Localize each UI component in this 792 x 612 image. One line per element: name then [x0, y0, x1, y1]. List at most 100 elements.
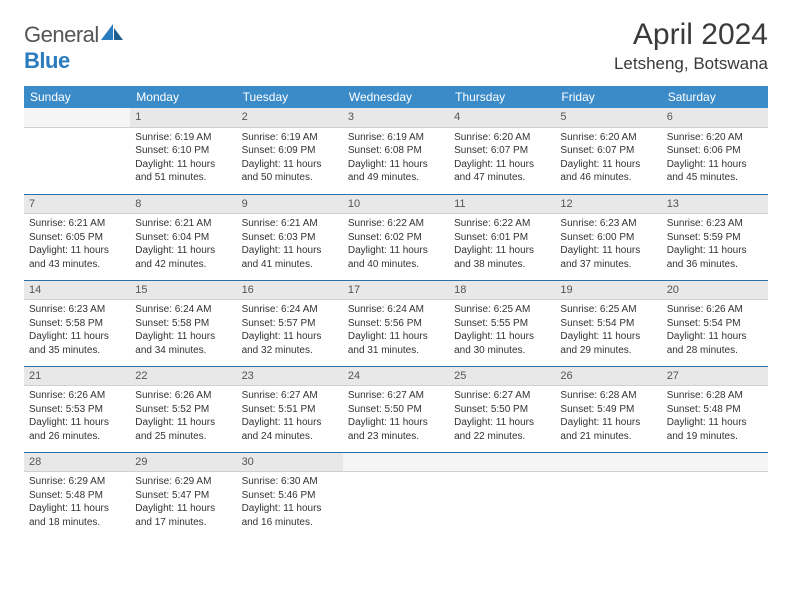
- daylight-text: Daylight: 11 hours: [667, 416, 763, 430]
- calendar-cell: 26Sunrise: 6:28 AMSunset: 5:49 PMDayligh…: [555, 366, 661, 452]
- daylight-text: Daylight: 11 hours: [135, 502, 231, 516]
- sunset-text: Sunset: 5:50 PM: [454, 403, 550, 417]
- sunset-text: Sunset: 5:59 PM: [667, 231, 763, 245]
- day-body: Sunrise: 6:20 AMSunset: 6:07 PMDaylight:…: [555, 128, 661, 189]
- day-number: 6: [662, 108, 768, 128]
- calendar-row: 21Sunrise: 6:26 AMSunset: 5:53 PMDayligh…: [24, 366, 768, 452]
- calendar-cell: 19Sunrise: 6:25 AMSunset: 5:54 PMDayligh…: [555, 280, 661, 366]
- day-body: Sunrise: 6:25 AMSunset: 5:54 PMDaylight:…: [555, 300, 661, 361]
- weekday-header: Friday: [555, 86, 661, 108]
- daylight-text: and 37 minutes.: [560, 258, 656, 272]
- daylight-text: and 32 minutes.: [242, 344, 338, 358]
- calendar-cell: 3Sunrise: 6:19 AMSunset: 6:08 PMDaylight…: [343, 108, 449, 194]
- calendar-row: 28Sunrise: 6:29 AMSunset: 5:48 PMDayligh…: [24, 452, 768, 538]
- sunrise-text: Sunrise: 6:20 AM: [667, 131, 763, 145]
- calendar-cell: 18Sunrise: 6:25 AMSunset: 5:55 PMDayligh…: [449, 280, 555, 366]
- calendar-cell: 16Sunrise: 6:24 AMSunset: 5:57 PMDayligh…: [237, 280, 343, 366]
- calendar-cell: 7Sunrise: 6:21 AMSunset: 6:05 PMDaylight…: [24, 194, 130, 280]
- daylight-text: Daylight: 11 hours: [29, 416, 125, 430]
- daylight-text: Daylight: 11 hours: [667, 158, 763, 172]
- calendar-cell: 27Sunrise: 6:28 AMSunset: 5:48 PMDayligh…: [662, 366, 768, 452]
- weekday-header: Monday: [130, 86, 236, 108]
- day-body: Sunrise: 6:24 AMSunset: 5:58 PMDaylight:…: [130, 300, 236, 361]
- brand-logo: GeneralBlue: [24, 22, 123, 74]
- calendar-cell: 20Sunrise: 6:26 AMSunset: 5:54 PMDayligh…: [662, 280, 768, 366]
- day-number: 3: [343, 108, 449, 128]
- sunrise-text: Sunrise: 6:28 AM: [560, 389, 656, 403]
- day-number: 14: [24, 281, 130, 301]
- day-number: 11: [449, 195, 555, 215]
- day-number: [24, 108, 130, 128]
- day-number: [555, 453, 661, 473]
- day-number: 28: [24, 453, 130, 473]
- day-body: Sunrise: 6:24 AMSunset: 5:56 PMDaylight:…: [343, 300, 449, 361]
- daylight-text: and 35 minutes.: [29, 344, 125, 358]
- sunset-text: Sunset: 5:47 PM: [135, 489, 231, 503]
- calendar-cell: 13Sunrise: 6:23 AMSunset: 5:59 PMDayligh…: [662, 194, 768, 280]
- sunrise-text: Sunrise: 6:30 AM: [242, 475, 338, 489]
- daylight-text: Daylight: 11 hours: [242, 416, 338, 430]
- day-number: 9: [237, 195, 343, 215]
- weekday-header: Saturday: [662, 86, 768, 108]
- weekday-header: Wednesday: [343, 86, 449, 108]
- sunrise-text: Sunrise: 6:28 AM: [667, 389, 763, 403]
- day-body: Sunrise: 6:22 AMSunset: 6:01 PMDaylight:…: [449, 214, 555, 275]
- sunset-text: Sunset: 6:03 PM: [242, 231, 338, 245]
- day-body: Sunrise: 6:26 AMSunset: 5:52 PMDaylight:…: [130, 386, 236, 447]
- day-number: 4: [449, 108, 555, 128]
- sunset-text: Sunset: 5:46 PM: [242, 489, 338, 503]
- sunrise-text: Sunrise: 6:22 AM: [454, 217, 550, 231]
- sunset-text: Sunset: 5:58 PM: [135, 317, 231, 331]
- calendar-cell: 1Sunrise: 6:19 AMSunset: 6:10 PMDaylight…: [130, 108, 236, 194]
- daylight-text: and 16 minutes.: [242, 516, 338, 530]
- sunrise-text: Sunrise: 6:20 AM: [560, 131, 656, 145]
- daylight-text: and 49 minutes.: [348, 171, 444, 185]
- day-body: Sunrise: 6:19 AMSunset: 6:08 PMDaylight:…: [343, 128, 449, 189]
- daylight-text: Daylight: 11 hours: [135, 244, 231, 258]
- daylight-text: Daylight: 11 hours: [135, 330, 231, 344]
- title-block: April 2024 Letsheng, Botswana: [614, 18, 768, 74]
- day-number: 7: [24, 195, 130, 215]
- daylight-text: and 42 minutes.: [135, 258, 231, 272]
- calendar-cell: [24, 108, 130, 194]
- daylight-text: Daylight: 11 hours: [454, 416, 550, 430]
- sunset-text: Sunset: 5:51 PM: [242, 403, 338, 417]
- day-body: Sunrise: 6:28 AMSunset: 5:49 PMDaylight:…: [555, 386, 661, 447]
- daylight-text: and 30 minutes.: [454, 344, 550, 358]
- calendar-cell: 22Sunrise: 6:26 AMSunset: 5:52 PMDayligh…: [130, 366, 236, 452]
- sunset-text: Sunset: 6:07 PM: [560, 144, 656, 158]
- day-body: Sunrise: 6:20 AMSunset: 6:07 PMDaylight:…: [449, 128, 555, 189]
- day-body: Sunrise: 6:27 AMSunset: 5:50 PMDaylight:…: [449, 386, 555, 447]
- day-body: Sunrise: 6:19 AMSunset: 6:09 PMDaylight:…: [237, 128, 343, 189]
- daylight-text: and 40 minutes.: [348, 258, 444, 272]
- weekday-header: Tuesday: [237, 86, 343, 108]
- sunrise-text: Sunrise: 6:27 AM: [454, 389, 550, 403]
- calendar-cell: 24Sunrise: 6:27 AMSunset: 5:50 PMDayligh…: [343, 366, 449, 452]
- day-number: 26: [555, 367, 661, 387]
- day-body: Sunrise: 6:23 AMSunset: 5:58 PMDaylight:…: [24, 300, 130, 361]
- daylight-text: Daylight: 11 hours: [454, 158, 550, 172]
- brand-general: General: [24, 22, 99, 47]
- daylight-text: and 41 minutes.: [242, 258, 338, 272]
- brand-text: GeneralBlue: [24, 22, 123, 74]
- day-number: 24: [343, 367, 449, 387]
- sunrise-text: Sunrise: 6:24 AM: [348, 303, 444, 317]
- sunrise-text: Sunrise: 6:25 AM: [454, 303, 550, 317]
- location: Letsheng, Botswana: [614, 54, 768, 74]
- day-number: 19: [555, 281, 661, 301]
- day-number: 22: [130, 367, 236, 387]
- sunrise-text: Sunrise: 6:21 AM: [135, 217, 231, 231]
- day-body: Sunrise: 6:22 AMSunset: 6:02 PMDaylight:…: [343, 214, 449, 275]
- day-body: Sunrise: 6:27 AMSunset: 5:51 PMDaylight:…: [237, 386, 343, 447]
- daylight-text: and 29 minutes.: [560, 344, 656, 358]
- weekday-header-row: Sunday Monday Tuesday Wednesday Thursday…: [24, 86, 768, 108]
- daylight-text: and 21 minutes.: [560, 430, 656, 444]
- daylight-text: Daylight: 11 hours: [242, 502, 338, 516]
- daylight-text: and 31 minutes.: [348, 344, 444, 358]
- day-number: [449, 453, 555, 473]
- sunrise-text: Sunrise: 6:21 AM: [29, 217, 125, 231]
- calendar-cell: [555, 452, 661, 538]
- sunset-text: Sunset: 6:06 PM: [667, 144, 763, 158]
- calendar-cell: 9Sunrise: 6:21 AMSunset: 6:03 PMDaylight…: [237, 194, 343, 280]
- calendar-cell: 10Sunrise: 6:22 AMSunset: 6:02 PMDayligh…: [343, 194, 449, 280]
